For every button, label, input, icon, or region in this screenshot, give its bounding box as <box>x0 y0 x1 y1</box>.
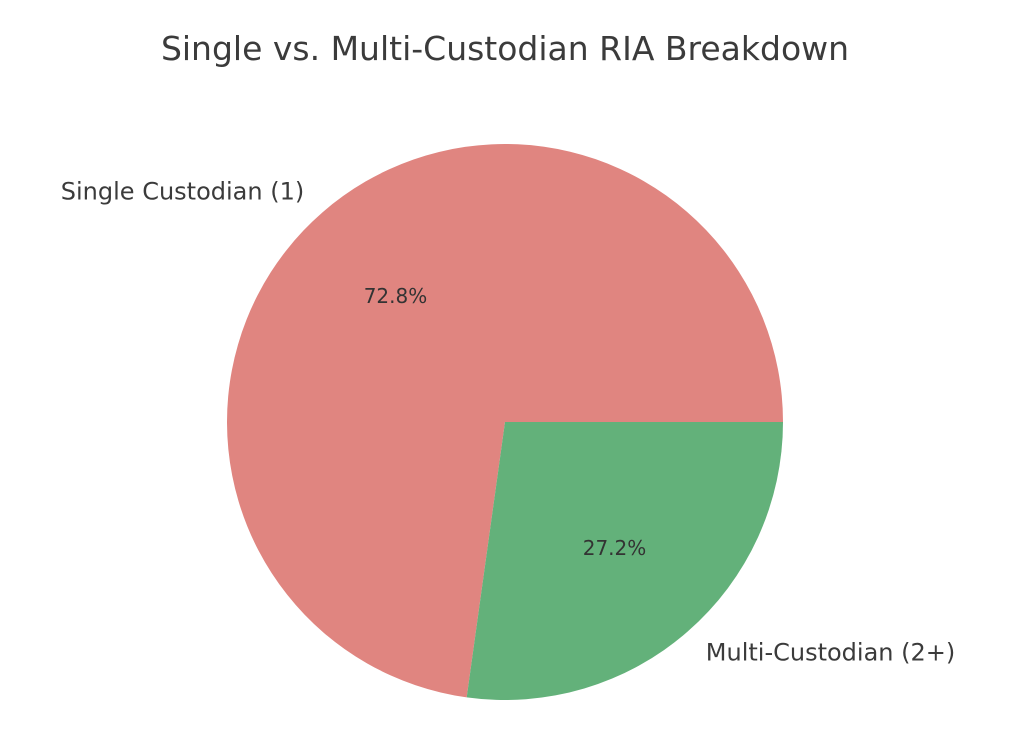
pie-percent-label: 72.8% <box>364 284 428 308</box>
pie-category-label: Single Custodian (1) <box>61 177 304 205</box>
pie-slice-single-custodian-1 <box>227 144 784 698</box>
pie-labels: 72.8% Single Custodian (1) 27.2% Multi-Cust… <box>61 177 955 666</box>
pie-slice-multi-custodian-2 <box>466 422 783 700</box>
pie-category-label: Multi-Custodian (2+) <box>706 639 955 667</box>
chart-title: Single vs. Multi-Custodian RIA Breakdown <box>161 29 849 68</box>
pie-percent-label: 27.2% <box>583 536 647 560</box>
pie-slices <box>227 144 784 700</box>
